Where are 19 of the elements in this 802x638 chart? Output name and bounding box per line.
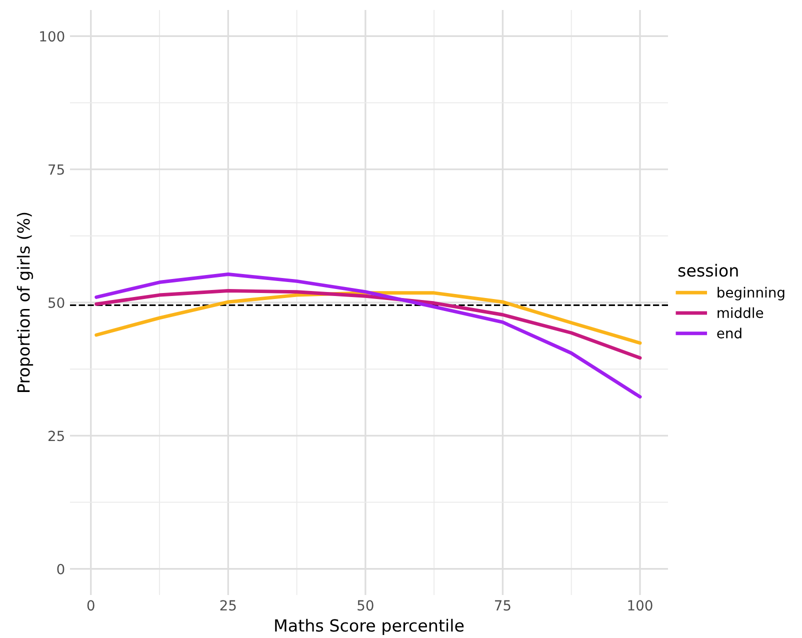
y-tick-label: 0 [57,564,64,574]
y-axis-title: Proportion of girls (%) [16,212,34,392]
line-series [94,272,642,399]
x-tick-label: 25 [220,600,236,611]
legend-label: middle [718,307,764,318]
legend-title: session [678,264,738,277]
x-tick-label: 100 [628,600,652,611]
line-series [94,289,642,360]
x-tick-label: 75 [495,600,510,611]
x-axis-title: Maths Score percentile [275,618,464,635]
y-tick-label: 25 [48,430,64,442]
y-tick-label: 75 [48,164,64,175]
legend-label: beginning [718,286,784,300]
x-tick-label: 50 [358,600,374,611]
legend-label: end [717,328,742,338]
y-tick-label: 100 [40,31,64,42]
y-tick-label: 50 [48,297,64,308]
x-tick-label: 0 [87,600,94,611]
line-series [94,291,642,345]
